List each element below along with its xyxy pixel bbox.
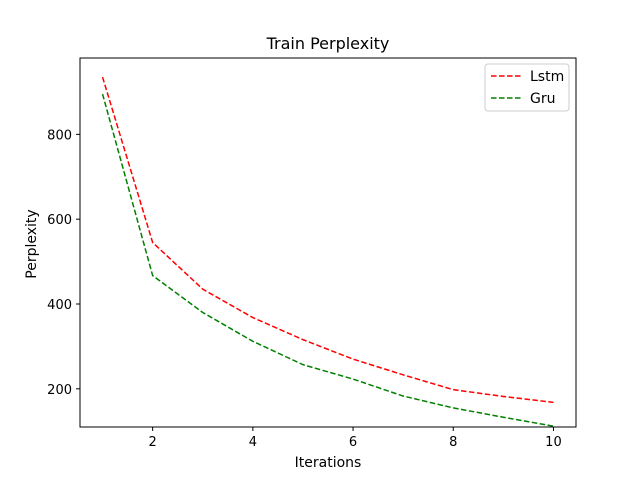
data-point-gru-7	[401, 394, 405, 398]
plot-frame	[79, 57, 577, 428]
data-point-lstm-8	[451, 388, 455, 392]
data-point-lstm-1	[101, 75, 105, 79]
data-point-lstm-10	[551, 400, 555, 404]
data-point-gru-8	[451, 406, 455, 410]
data-point-gru-5	[301, 363, 305, 367]
series-line-lstm	[101, 76, 554, 404]
x-tick-label: 10	[545, 435, 562, 450]
data-point-gru-9	[501, 415, 505, 419]
data-point-lstm-2	[151, 241, 155, 245]
data-point-lstm-4	[251, 316, 255, 320]
data-point-lstm-7	[401, 373, 405, 377]
ticks-layer: 2 4 6 8 10 200 400 600 800	[47, 128, 562, 450]
x-tick-label: 4	[249, 435, 257, 450]
legend-label-gru: Gru	[530, 91, 555, 107]
legend-box	[484, 63, 570, 112]
data-point-lstm-6	[351, 357, 355, 361]
data-point-lstm-3	[201, 287, 205, 291]
y-axis-label: Perplexity	[24, 209, 40, 278]
data-point-gru-3	[201, 310, 205, 314]
data-point-gru-6	[351, 377, 355, 381]
legend: Lstm Gru	[484, 63, 570, 112]
series-layer	[101, 75, 555, 427]
x-tick-label: 6	[349, 435, 357, 450]
legend-label-lstm: Lstm	[530, 69, 564, 85]
data-point-lstm-9	[501, 394, 505, 398]
y-tick-label: 400	[47, 298, 72, 313]
y-tick-label: 200	[47, 383, 72, 398]
x-axis-label: Iterations	[295, 455, 362, 471]
y-tick-label: 800	[47, 128, 72, 143]
data-point-lstm-5	[301, 338, 305, 342]
data-point-gru-4	[251, 339, 255, 343]
x-tick-label: 2	[149, 435, 157, 450]
x-tick-label: 8	[449, 435, 457, 450]
data-point-gru-2	[151, 274, 155, 278]
chart-title: Train Perplexity	[266, 34, 390, 53]
y-tick-label: 600	[47, 213, 72, 228]
series-line-gru	[101, 93, 554, 427]
data-point-gru-1	[101, 92, 105, 96]
